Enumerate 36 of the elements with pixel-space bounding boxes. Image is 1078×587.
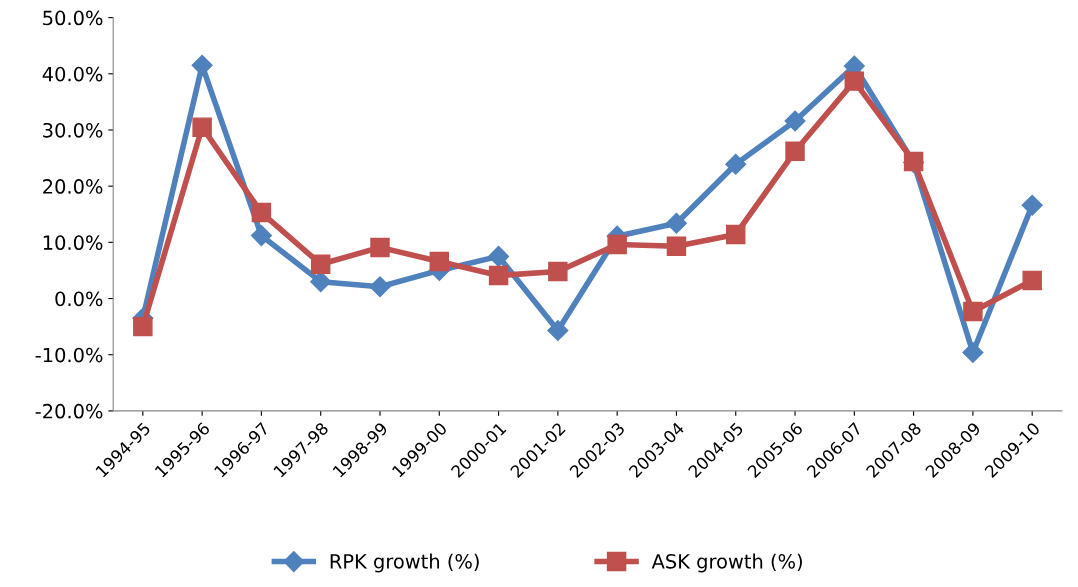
point <box>726 224 746 245</box>
point <box>488 245 510 267</box>
point <box>488 265 509 286</box>
point <box>963 301 983 322</box>
point <box>1021 194 1043 216</box>
point <box>784 110 806 132</box>
point <box>607 234 627 255</box>
point <box>1022 270 1042 291</box>
legend-label: ASK growth (%) <box>651 553 802 573</box>
y-tick-label: -20.0% <box>35 403 103 419</box>
y-tick-label: 20.0% <box>43 179 103 194</box>
y-tick-label: -10.0% <box>35 347 103 363</box>
point <box>191 54 213 76</box>
point <box>665 212 687 234</box>
point <box>251 202 272 223</box>
y-tick-label: 10.0% <box>43 235 103 251</box>
point <box>785 141 805 162</box>
point <box>192 117 212 137</box>
point <box>962 341 984 363</box>
point <box>310 254 331 274</box>
point <box>725 153 747 175</box>
legend-label: RPK growth (%) <box>330 553 479 573</box>
y-tick-label: 50.0% <box>43 10 103 26</box>
point <box>250 225 272 247</box>
point <box>133 316 153 337</box>
y-tick-label: 30.0% <box>43 122 103 138</box>
point <box>370 237 390 258</box>
y-tick-label: 40.0% <box>42 66 103 82</box>
point <box>310 271 332 293</box>
point <box>666 236 687 257</box>
point <box>547 320 569 342</box>
point <box>548 261 568 282</box>
y-tick-label: 0.0% <box>55 291 103 307</box>
point <box>369 276 391 298</box>
point <box>429 251 450 272</box>
point <box>844 71 865 91</box>
